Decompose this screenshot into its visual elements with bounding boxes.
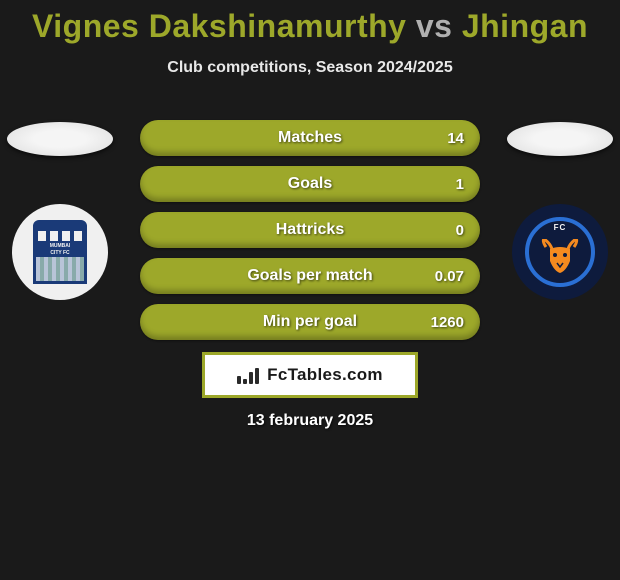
date-text: 13 february 2025 [0,412,620,430]
gaur-icon [540,239,580,275]
stat-value: 0 [456,222,464,239]
stat-row-hattricks: Hattricks 0 [140,212,480,248]
stat-label: Goals per match [247,267,372,285]
vs-text: vs [416,8,453,44]
stat-value: 1260 [431,314,464,331]
fc-goa-logo: FC [512,204,608,300]
stat-value: 1 [456,176,464,193]
stat-row-gpm: Goals per match 0.07 [140,258,480,294]
goa-fc-text: FC [554,223,567,232]
stat-label: Goals [288,175,332,193]
left-player-side: MUMBAICITY FC [0,122,120,300]
comparison-title: Vignes Dakshinamurthy vs Jhingan [0,0,620,45]
brand-box: FcTables.com [202,352,418,398]
stat-value: 14 [447,130,464,147]
player1-name: Vignes Dakshinamurthy [32,8,406,44]
right-player-side: FC [500,122,620,300]
subtitle-text: Club competitions, Season 2024/2025 [0,59,620,77]
brand-text: FcTables.com [267,365,383,385]
stat-row-matches: Matches 14 [140,120,480,156]
bar-chart-icon [237,366,261,384]
stats-container: Matches 14 Goals 1 Hattricks 0 Goals per… [140,120,480,350]
stat-value: 0.07 [435,268,464,285]
stat-row-mpg: Min per goal 1260 [140,304,480,340]
mumbai-city-logo: MUMBAICITY FC [12,204,108,300]
stat-label: Min per goal [263,313,357,331]
player2-photo-placeholder [507,122,613,156]
stat-row-goals: Goals 1 [140,166,480,202]
stat-label: Hattricks [276,221,344,239]
player2-name: Jhingan [462,8,588,44]
stat-label: Matches [278,129,342,147]
player1-photo-placeholder [7,122,113,156]
